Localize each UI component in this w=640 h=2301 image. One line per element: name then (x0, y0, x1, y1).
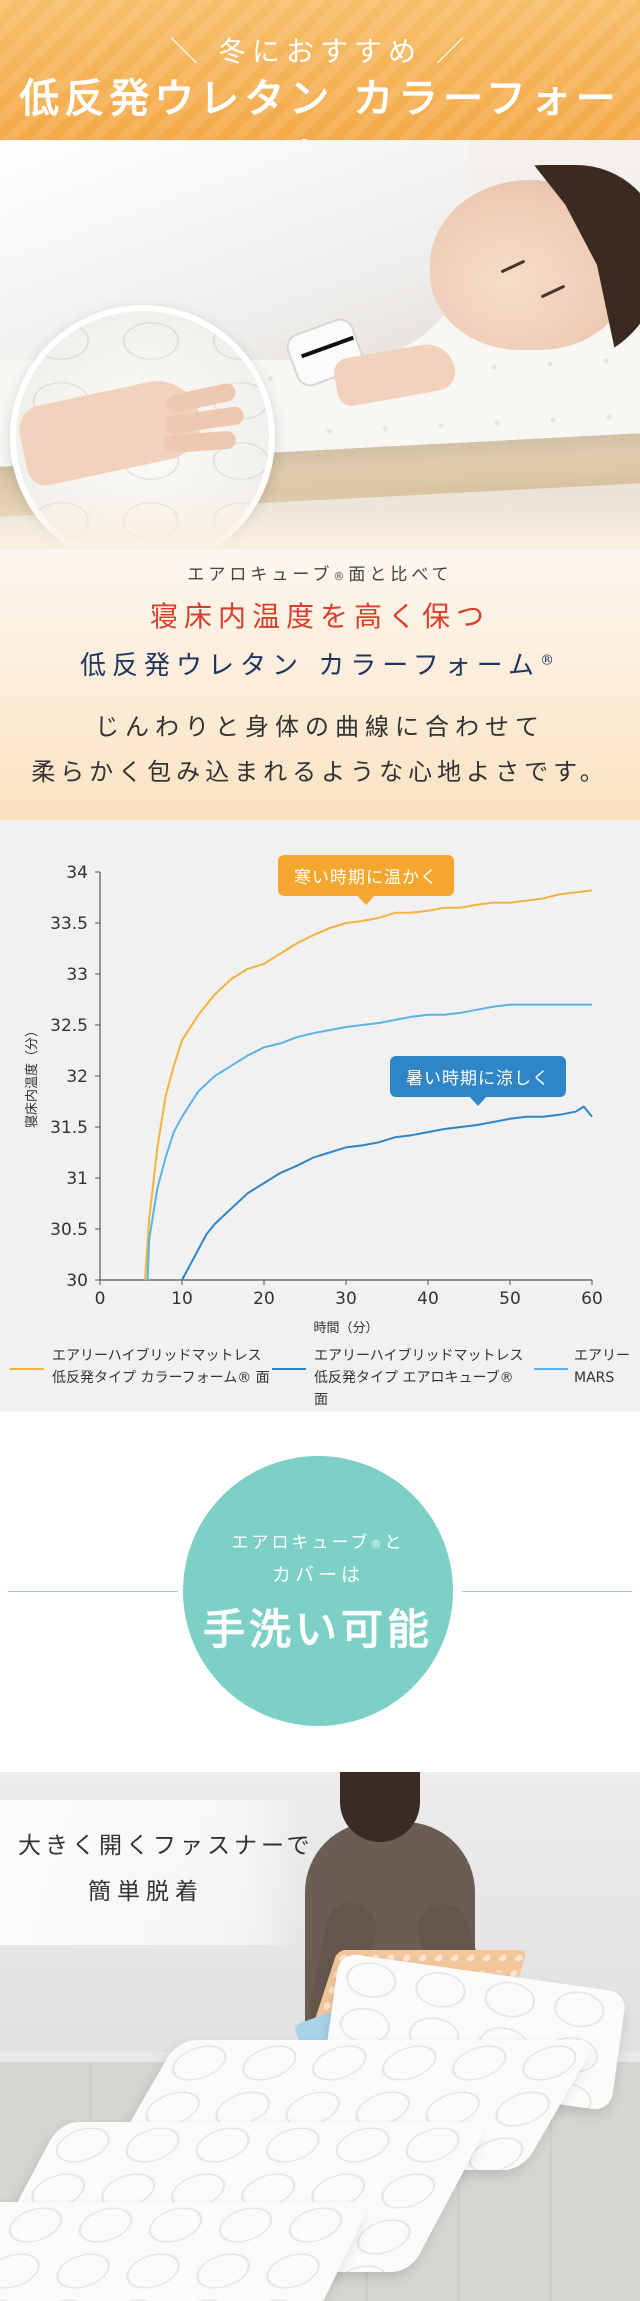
callout-warm: 寒い時期に温かく (278, 855, 454, 905)
divider-left (8, 1591, 178, 1592)
mattress-panel (0, 2202, 372, 2301)
x-axis-label: 時間（分） (313, 1321, 378, 1336)
legend-item-aerocube: エアリーハイブリッドマットレス 低反発タイプ エアロキューブ® 面 (272, 1345, 532, 1411)
divider-right (462, 1591, 632, 1592)
legend-label-1: エアリーハイブリッドマットレス (52, 1348, 262, 1364)
banner-title-text: 低反発ウレタン カラーフォーム (19, 75, 621, 140)
x-tick-label: 30 (335, 1289, 357, 1309)
handwash-badge: エアロキューブ®と カバーは 手洗い可能 (183, 1456, 453, 1726)
legend-item-mars: エアリー MARS (534, 1345, 640, 1389)
legend-label-2: 低反発タイプ エアロキューブ® 面 (314, 1370, 514, 1408)
temperature-chart: 30 30.5 31 31.5 32 32.5 33 33.5 34 0 10 20 30 40 50 60 時… (24, 863, 603, 1336)
caption-line-1: 大きく開くファスナーで (18, 1833, 314, 1859)
slash-right: ／ (436, 35, 471, 68)
y-tick-label: 33 (66, 965, 88, 985)
feature-copy: エアロキューブ®面と比べて 寝床内温度を高く保つ 低反発ウレタン カラーフォーム… (0, 550, 640, 820)
handwash-suffix: と (384, 1533, 405, 1553)
y-tick-label: 32.5 (50, 1016, 88, 1036)
hero-photo (0, 140, 640, 550)
legend-label-2: MARS (574, 1370, 615, 1386)
legend-item-colorfoam: エアリーハイブリッドマットレス 低反発タイプ カラーフォーム® 面 (10, 1345, 270, 1389)
x-tick-label: 10 (171, 1289, 193, 1309)
callout-cool: 暑い時期に涼しく (390, 1056, 566, 1106)
banner-subtitle-text: 冬におすすめ (217, 35, 422, 68)
x-tick-label: 60 (581, 1289, 603, 1309)
y-tick-label: 30 (66, 1271, 88, 1291)
y-tick-label: 33.5 (50, 914, 88, 934)
comparison-reg: ® (333, 570, 349, 583)
legend-swatch (10, 1368, 44, 1370)
x-tick-label: 0 (95, 1289, 106, 1309)
x-tick-label: 40 (417, 1289, 439, 1309)
x-tick-label: 50 (499, 1289, 521, 1309)
handwash-line-2: カバーは (271, 1564, 364, 1586)
person-hair (340, 1772, 420, 1842)
body-line-1: じんわりと身体の曲線に合わせて (95, 713, 545, 741)
headline: 寝床内温度を高く保つ (149, 600, 490, 633)
product-reg: ® (539, 652, 560, 669)
legend-label-1: エアリー (574, 1348, 630, 1364)
hero-fade (0, 490, 640, 550)
series-line-1 (144, 889, 593, 1281)
temperature-chart-section: 30 30.5 31 31.5 32 32.5 33 33.5 34 0 10 20 30 40 50 60 時… (0, 820, 640, 1412)
y-tick-label: 34 (66, 863, 88, 883)
legend-label-1: エアリーハイブリッドマットレス (314, 1348, 524, 1364)
banner-subtitle: ＼ 冬におすすめ ／ (0, 30, 640, 70)
y-axis-label: 寝床内温度（分） (24, 1024, 40, 1128)
y-tick-label: 31.5 (50, 1118, 88, 1138)
legend-swatch (272, 1368, 306, 1370)
banner-stripes (0, 0, 640, 140)
caption-line-2: 簡単脱着 (88, 1879, 204, 1905)
y-tick-label: 30.5 (50, 1220, 88, 1240)
comparison-suffix: 面と比べて (348, 565, 453, 585)
x-tick-label: 20 (253, 1289, 275, 1309)
legend-swatch (534, 1368, 568, 1370)
y-tick-label: 32 (66, 1067, 88, 1087)
product-name: 低反発ウレタン カラーフォーム® (0, 645, 640, 682)
handwash-line-3: 手洗い可能 (202, 1605, 433, 1654)
comparison-note: エアロキューブ®面と比べて (0, 560, 640, 585)
y-tick-label: 31 (66, 1169, 88, 1189)
comparison-prefix: エアロキューブ (187, 565, 334, 585)
handwash-reg: ® (370, 1538, 385, 1551)
body-line-2: 柔らかく包み込まれるような心地よさです。 (31, 758, 609, 786)
series-line-3 (146, 1003, 592, 1281)
product-name-text: 低反発ウレタン カラーフォーム (80, 651, 540, 681)
legend-label-2: 低反発タイプ カラーフォーム® 面 (52, 1370, 270, 1386)
banner-title: 低反発ウレタン カラーフォーム® (0, 66, 640, 140)
header-banner: ＼ 冬におすすめ ／ 低反発ウレタン カラーフォーム® (0, 0, 640, 140)
handwash-line-1: エアロキューブ®と (183, 1528, 453, 1553)
handwash-prefix: エアロキューブ (231, 1533, 371, 1553)
caption-backdrop (0, 1800, 305, 1945)
series-line-2 (181, 1105, 593, 1281)
zipper-photo (0, 1772, 640, 2301)
slash-left: ＼ (169, 35, 204, 68)
